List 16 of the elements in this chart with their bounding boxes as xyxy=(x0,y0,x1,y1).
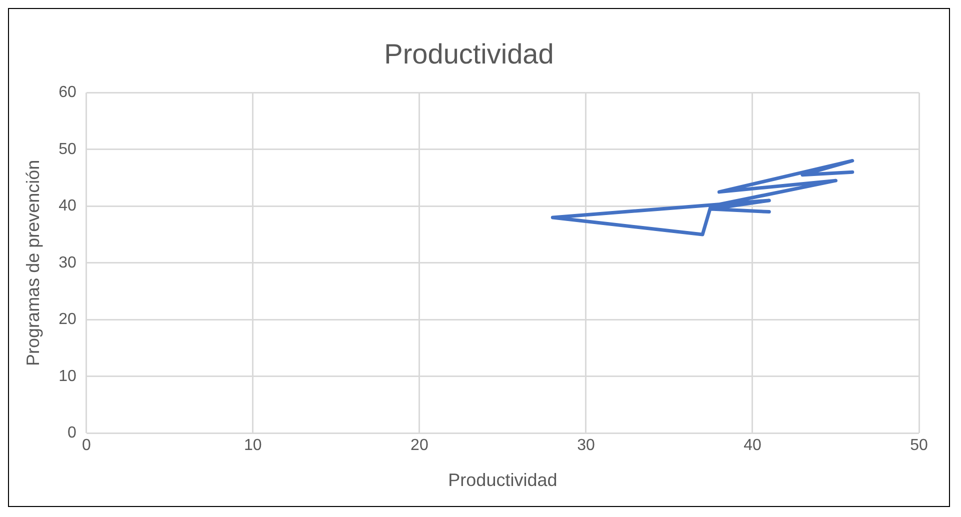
x-tick-label: 20 xyxy=(410,437,428,454)
y-tick-label: 60 xyxy=(58,84,76,102)
y-tick-label: 30 xyxy=(58,254,76,272)
x-tick-label: 10 xyxy=(244,437,262,454)
y-axis-title: Programas de prevención xyxy=(22,160,43,366)
y-tick-label: 40 xyxy=(58,198,76,215)
y-tick-label: 50 xyxy=(58,140,76,158)
chart-title: Productividad xyxy=(384,38,554,70)
x-axis-title: Productividad xyxy=(448,470,558,490)
y-tick-label: 0 xyxy=(67,424,76,442)
x-tick-label: 40 xyxy=(744,437,762,454)
y-tick-label: 20 xyxy=(58,311,76,328)
y-tick-label: 10 xyxy=(58,368,76,385)
x-tick-label: 0 xyxy=(82,437,91,454)
x-tick-label: 50 xyxy=(910,437,928,454)
x-tick-label: 30 xyxy=(577,437,595,454)
